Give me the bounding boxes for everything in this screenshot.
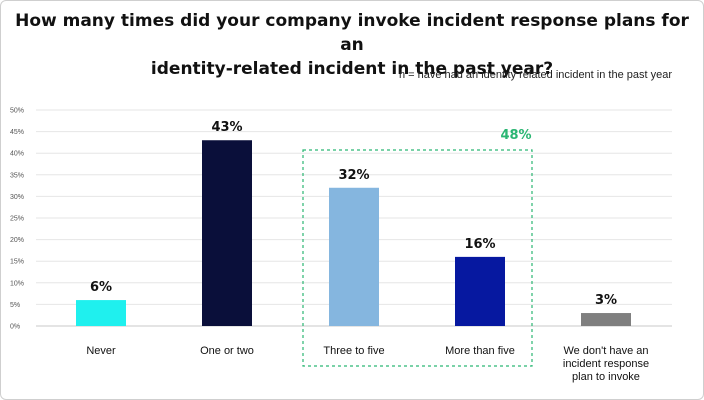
y-tick-label: 25% (10, 216, 24, 223)
data-label: 32% (338, 168, 369, 183)
bar (581, 313, 631, 326)
highlight-label: 48% (500, 128, 531, 143)
x-tick-label: plan to invoke (572, 371, 640, 383)
sample-note: n = have had an identity related inciden… (398, 69, 672, 81)
bar (202, 140, 252, 326)
y-tick-label: 10% (10, 280, 24, 287)
data-label: 3% (595, 293, 617, 308)
y-tick-label: 0% (10, 324, 20, 331)
x-tick-label: We don't have an (563, 345, 648, 357)
x-tick-label: More than five (445, 345, 515, 357)
highlight-group: 48% (302, 128, 533, 367)
highlight-box (302, 149, 533, 367)
x-tick-label: Never (86, 345, 116, 357)
data-label: 43% (211, 120, 242, 135)
title-line-2: identity-related incident in the past ye… (150, 59, 554, 79)
y-tick-label: 50% (10, 108, 24, 115)
chart-title: How many times did your company invoke i… (10, 9, 694, 81)
y-axis-ticks: 0% 5% 10% 15% 20% 25% 30% 35% 40% 45% 50% (10, 108, 24, 331)
x-tick-label: incident response (563, 358, 649, 370)
y-tick-label: 45% (10, 129, 24, 136)
bars (76, 140, 631, 326)
x-axis-labels: Never One or two Three to five More than fi… (86, 345, 649, 383)
y-tick-label: 35% (10, 172, 24, 179)
y-tick-label: 40% (10, 151, 24, 158)
y-tick-label: 15% (10, 259, 24, 266)
title-line-1: How many times did your company invoke i… (15, 11, 689, 55)
x-tick-label: One or two (200, 345, 254, 357)
data-labels: 6% 43% 32% 16% 3% (90, 120, 617, 308)
bar (76, 300, 126, 326)
y-tick-label: 20% (10, 237, 24, 244)
y-tick-label: 30% (10, 194, 24, 201)
data-label: 6% (90, 280, 112, 295)
y-tick-label: 5% (10, 302, 20, 309)
bar (329, 187, 379, 326)
data-label: 16% (464, 237, 495, 252)
x-tick-label: Three to five (323, 345, 384, 357)
bar (455, 256, 505, 326)
